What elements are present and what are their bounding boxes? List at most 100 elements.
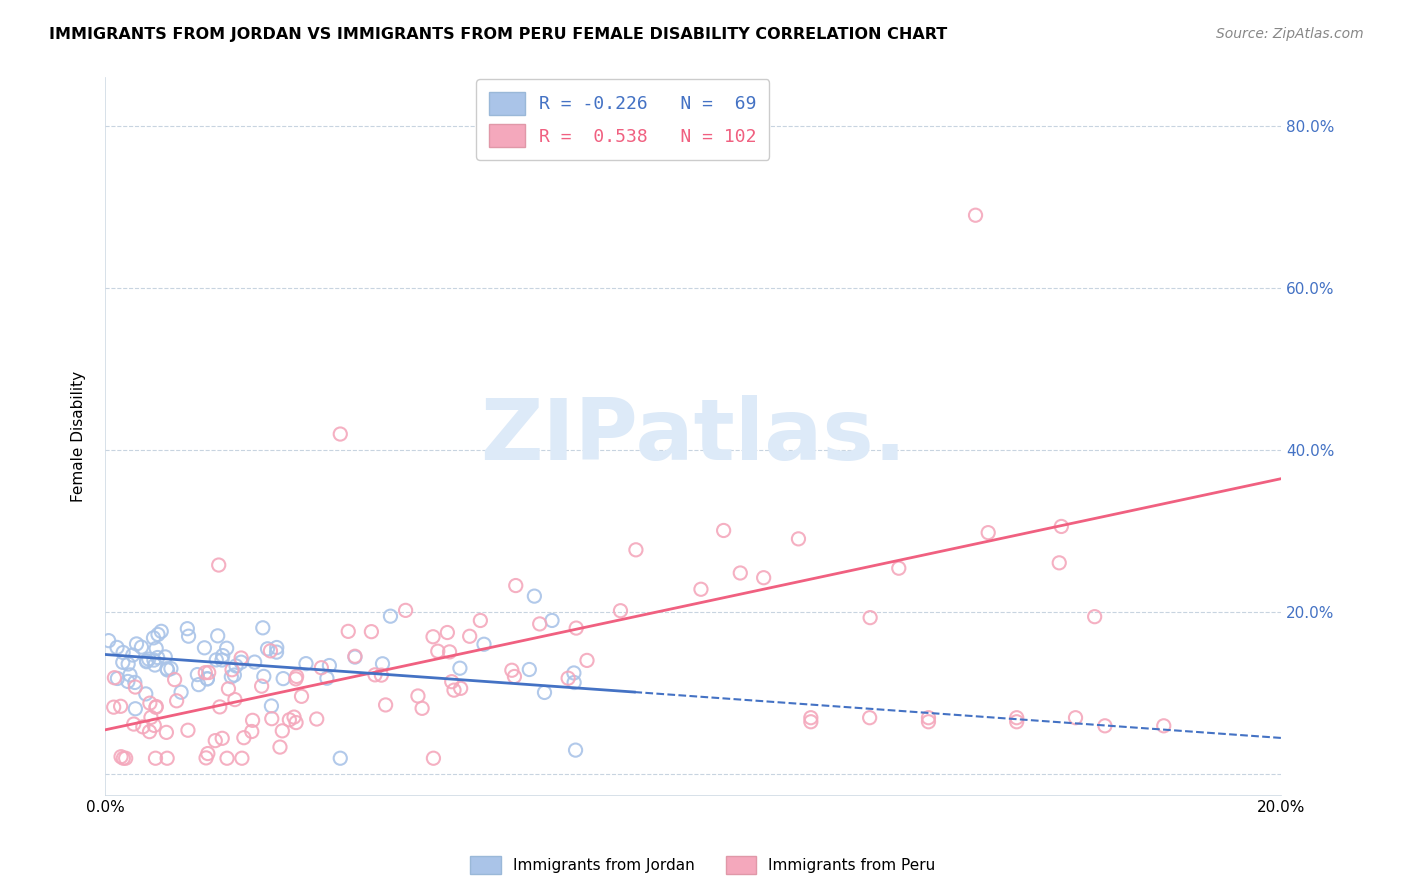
Point <box>187 678 209 692</box>
Point <box>449 661 471 675</box>
Text: IMMIGRANTS FROM JORDAN VS IMMIGRANTS FROM PERU FEMALE DISABILITY CORRELATION CHA: IMMIGRANTS FROM JORDAN VS IMMIGRANTS FRO… <box>49 27 948 42</box>
Point <box>122 717 145 731</box>
Point <box>422 751 444 765</box>
Point <box>253 669 276 683</box>
Point <box>117 657 139 671</box>
Point <box>138 724 160 739</box>
Point <box>295 657 318 671</box>
Point <box>204 733 226 747</box>
Point <box>146 627 169 641</box>
Point <box>562 675 585 690</box>
Point <box>285 669 308 683</box>
Point <box>145 700 167 714</box>
Point <box>422 630 444 644</box>
Point <box>197 665 219 680</box>
Point <box>266 640 288 655</box>
Point <box>242 714 264 728</box>
Point <box>103 700 125 714</box>
Point <box>250 679 273 693</box>
Point <box>505 578 527 592</box>
Point <box>217 681 239 696</box>
Point <box>266 645 288 659</box>
Point <box>426 644 449 658</box>
Point <box>523 589 546 603</box>
Point <box>1084 609 1107 624</box>
Point <box>142 653 165 667</box>
Point <box>787 532 810 546</box>
Point <box>197 747 219 761</box>
Point <box>124 702 146 716</box>
Point <box>211 731 233 746</box>
Point <box>142 631 165 645</box>
Point <box>316 671 339 685</box>
Point <box>139 710 162 724</box>
Point <box>252 621 274 635</box>
Point <box>150 624 173 639</box>
Point <box>800 711 823 725</box>
Point <box>343 650 366 665</box>
Point <box>156 663 179 677</box>
Point <box>193 640 215 655</box>
Point <box>125 637 148 651</box>
Point <box>529 616 551 631</box>
Point <box>575 653 598 667</box>
Point <box>284 672 307 686</box>
Legend: Immigrants from Jordan, Immigrants from Peru: Immigrants from Jordan, Immigrants from … <box>464 850 942 880</box>
Point <box>186 667 208 681</box>
Point <box>374 698 396 712</box>
Point <box>305 712 328 726</box>
Point <box>624 542 647 557</box>
Point <box>160 662 183 676</box>
Point <box>800 714 823 729</box>
Point <box>215 641 238 656</box>
Point <box>105 640 128 655</box>
Point <box>917 714 939 729</box>
Point <box>177 629 200 643</box>
Point <box>406 689 429 703</box>
Point <box>221 670 243 684</box>
Y-axis label: Female Disability: Female Disability <box>72 370 86 501</box>
Point <box>977 525 1000 540</box>
Point <box>224 692 246 706</box>
Point <box>443 683 465 698</box>
Point <box>503 669 526 683</box>
Point <box>208 699 231 714</box>
Point <box>259 644 281 658</box>
Point <box>114 751 136 765</box>
Point <box>231 655 253 669</box>
Point <box>135 654 157 668</box>
Point <box>112 646 135 660</box>
Point <box>124 675 146 690</box>
Point <box>730 566 752 580</box>
Point <box>240 724 263 739</box>
Point <box>557 671 579 685</box>
Point <box>135 687 157 701</box>
Point <box>859 711 882 725</box>
Point <box>107 672 129 686</box>
Point <box>221 663 243 677</box>
Point <box>260 698 283 713</box>
Point <box>208 558 231 572</box>
Point <box>1064 711 1087 725</box>
Point <box>205 653 228 667</box>
Point <box>132 720 155 734</box>
Point <box>163 673 186 687</box>
Point <box>887 561 910 575</box>
Point <box>103 671 125 685</box>
Point <box>380 609 402 624</box>
Point <box>1005 714 1028 729</box>
Point <box>501 663 523 677</box>
Point <box>565 621 588 635</box>
Point <box>232 731 254 745</box>
Point <box>458 629 481 643</box>
Point <box>360 624 382 639</box>
Point <box>533 685 555 699</box>
Point <box>97 633 120 648</box>
Text: ZIPatlas.: ZIPatlas. <box>479 394 907 477</box>
Point <box>337 624 360 639</box>
Point <box>211 648 233 663</box>
Point <box>364 668 387 682</box>
Point <box>271 723 294 738</box>
Point <box>269 740 291 755</box>
Point <box>260 712 283 726</box>
